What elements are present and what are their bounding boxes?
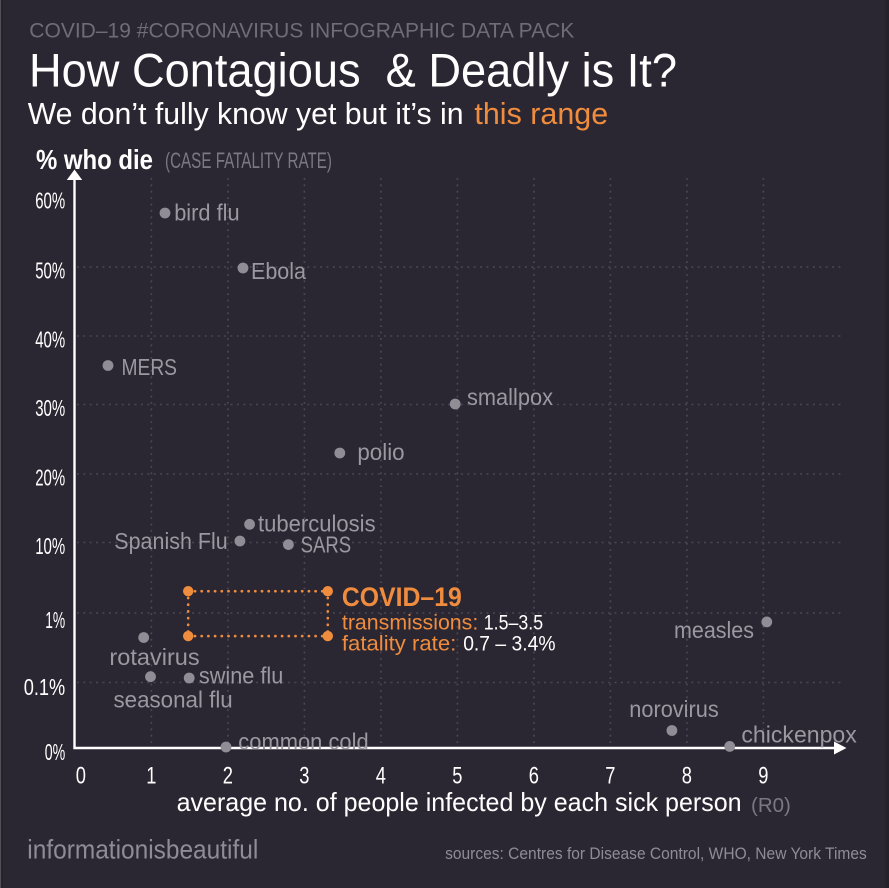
svg-text:COVID–19: COVID–19 bbox=[342, 582, 462, 612]
svg-text:3: 3 bbox=[299, 763, 309, 790]
svg-text:2: 2 bbox=[223, 763, 233, 790]
svg-text:informationisbeautiful: informationisbeautiful bbox=[27, 835, 258, 865]
svg-text:tuberculosis: tuberculosis bbox=[258, 511, 376, 537]
svg-text:COVID–19 #CORONAVIRUS INFOGRAP: COVID–19 #CORONAVIRUS INFOGRAPHIC DATA P… bbox=[29, 18, 575, 42]
svg-text:swine flu: swine flu bbox=[199, 662, 283, 688]
svg-text:transmissions:: transmissions: bbox=[342, 611, 478, 635]
svg-text:7: 7 bbox=[605, 763, 615, 790]
svg-text:Spanish Flu: Spanish Flu bbox=[114, 528, 227, 554]
svg-text:5: 5 bbox=[452, 763, 462, 790]
svg-text:0: 0 bbox=[76, 763, 86, 790]
svg-text:How Contagious & Deadly is It: How Contagious & Deadly is It? bbox=[29, 44, 677, 97]
svg-text:common cold: common cold bbox=[238, 728, 368, 754]
svg-text:average no. of people infected: average no. of people infected by each s… bbox=[177, 787, 742, 817]
svg-text:1%: 1% bbox=[45, 607, 65, 633]
svg-text:20%: 20% bbox=[35, 465, 65, 491]
svg-text:60%: 60% bbox=[35, 187, 65, 213]
svg-text:10%: 10% bbox=[35, 533, 65, 559]
svg-text:1: 1 bbox=[146, 763, 156, 790]
svg-text:rotavirus: rotavirus bbox=[109, 644, 199, 670]
svg-text:0.1%: 0.1% bbox=[24, 674, 66, 700]
svg-text:norovirus: norovirus bbox=[629, 696, 718, 722]
svg-text:6: 6 bbox=[529, 763, 539, 790]
svg-text:(CASE FATALITY RATE): (CASE FATALITY RATE) bbox=[165, 148, 332, 173]
svg-text:% who die: % who die bbox=[36, 144, 153, 175]
svg-text:seasonal flu: seasonal flu bbox=[114, 687, 233, 713]
svg-text:0.7 – 3.4%: 0.7 – 3.4% bbox=[463, 631, 555, 655]
svg-text:8: 8 bbox=[682, 763, 692, 790]
svg-text:0%: 0% bbox=[45, 739, 66, 765]
svg-text:measles: measles bbox=[674, 617, 754, 643]
svg-text:SARS: SARS bbox=[301, 532, 352, 558]
svg-text:MERS: MERS bbox=[122, 354, 178, 380]
svg-text:4: 4 bbox=[376, 763, 386, 790]
svg-text:40%: 40% bbox=[35, 327, 65, 353]
svg-text:chickenpox: chickenpox bbox=[741, 722, 857, 748]
svg-text:fatality rate:: fatality rate: bbox=[342, 631, 456, 655]
svg-text:30%: 30% bbox=[35, 395, 65, 421]
svg-text:bird flu: bird flu bbox=[174, 199, 239, 225]
svg-text:9: 9 bbox=[758, 763, 768, 790]
svg-text:smallpox: smallpox bbox=[467, 384, 553, 410]
svg-text:polio: polio bbox=[357, 439, 404, 465]
svg-text:1.5–3.5: 1.5–3.5 bbox=[484, 611, 543, 635]
svg-text:this range: this range bbox=[474, 96, 608, 131]
svg-text:We don’t fully know yet but it: We don’t fully know yet but it’s in bbox=[28, 96, 464, 131]
svg-text:(R0): (R0) bbox=[751, 794, 791, 817]
svg-text:50%: 50% bbox=[35, 258, 65, 284]
svg-text:sources: Centres for Disease C: sources: Centres for Disease Control, WH… bbox=[445, 845, 867, 863]
svg-text:Ebola: Ebola bbox=[251, 258, 306, 284]
